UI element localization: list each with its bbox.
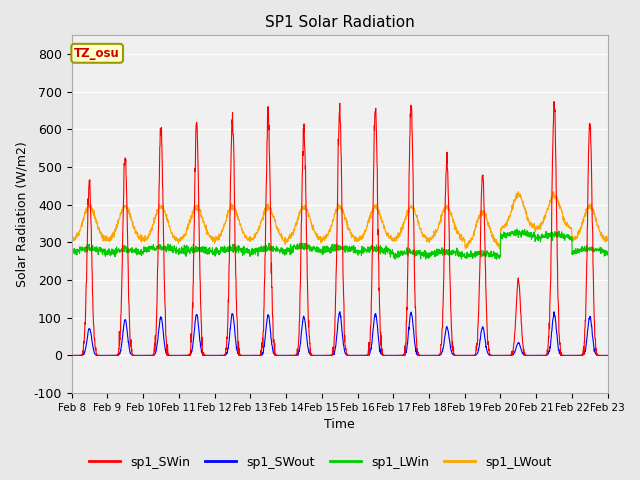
sp1_LWout bbox=[217, 233, 225, 239]
sp1_LWin bbox=[513, 226, 520, 232]
sp1_LWout bbox=[604, 236, 611, 241]
Legend: sp1_SWin, sp1_SWout, sp1_LWin, sp1_LWout: sp1_SWin, sp1_SWout, sp1_LWin, sp1_LWout bbox=[84, 451, 556, 474]
sp1_LWout bbox=[557, 204, 564, 210]
Line: sp1_LWout: sp1_LWout bbox=[72, 192, 607, 249]
sp1_SWin bbox=[604, 353, 611, 359]
sp1_LWin bbox=[355, 248, 363, 253]
sp1_LWin bbox=[495, 256, 503, 262]
sp1_SWin bbox=[572, 353, 579, 359]
Line: sp1_SWout: sp1_SWout bbox=[72, 312, 607, 356]
sp1_SWin bbox=[367, 324, 374, 329]
sp1_LWin bbox=[493, 256, 500, 262]
sp1_SWout bbox=[336, 309, 344, 314]
sp1_LWin bbox=[557, 231, 564, 237]
sp1_SWout bbox=[604, 353, 611, 359]
X-axis label: Time: Time bbox=[324, 419, 355, 432]
sp1_LWout bbox=[68, 238, 76, 244]
sp1_LWin bbox=[217, 244, 225, 250]
Title: SP1 Solar Radiation: SP1 Solar Radiation bbox=[265, 15, 415, 30]
sp1_SWout bbox=[68, 353, 76, 359]
sp1_LWout bbox=[355, 235, 363, 241]
Text: TZ_osu: TZ_osu bbox=[74, 47, 120, 60]
sp1_SWout bbox=[572, 353, 579, 359]
sp1_SWin bbox=[355, 353, 363, 359]
Y-axis label: Solar Radiation (W/m2): Solar Radiation (W/m2) bbox=[15, 141, 28, 287]
sp1_SWout bbox=[557, 352, 564, 358]
sp1_SWin bbox=[557, 353, 564, 359]
sp1_LWout bbox=[495, 245, 503, 251]
sp1_SWout bbox=[497, 353, 504, 359]
sp1_LWin bbox=[572, 246, 579, 252]
sp1_LWin bbox=[367, 246, 374, 252]
sp1_SWout bbox=[217, 353, 225, 359]
sp1_LWin bbox=[604, 249, 611, 254]
sp1_SWin bbox=[550, 99, 558, 105]
sp1_LWout bbox=[572, 237, 579, 242]
sp1_SWin bbox=[68, 353, 76, 359]
sp1_LWout bbox=[462, 246, 470, 252]
Line: sp1_LWin: sp1_LWin bbox=[72, 229, 607, 259]
sp1_SWout bbox=[367, 348, 374, 353]
sp1_SWout bbox=[355, 353, 363, 359]
Line: sp1_SWin: sp1_SWin bbox=[72, 102, 607, 356]
sp1_LWout bbox=[515, 189, 522, 194]
sp1_LWin bbox=[68, 249, 76, 255]
sp1_SWin bbox=[218, 353, 225, 359]
sp1_LWout bbox=[367, 210, 374, 216]
sp1_SWin bbox=[92, 353, 100, 359]
sp1_SWout bbox=[495, 353, 503, 359]
sp1_SWin bbox=[495, 353, 503, 359]
